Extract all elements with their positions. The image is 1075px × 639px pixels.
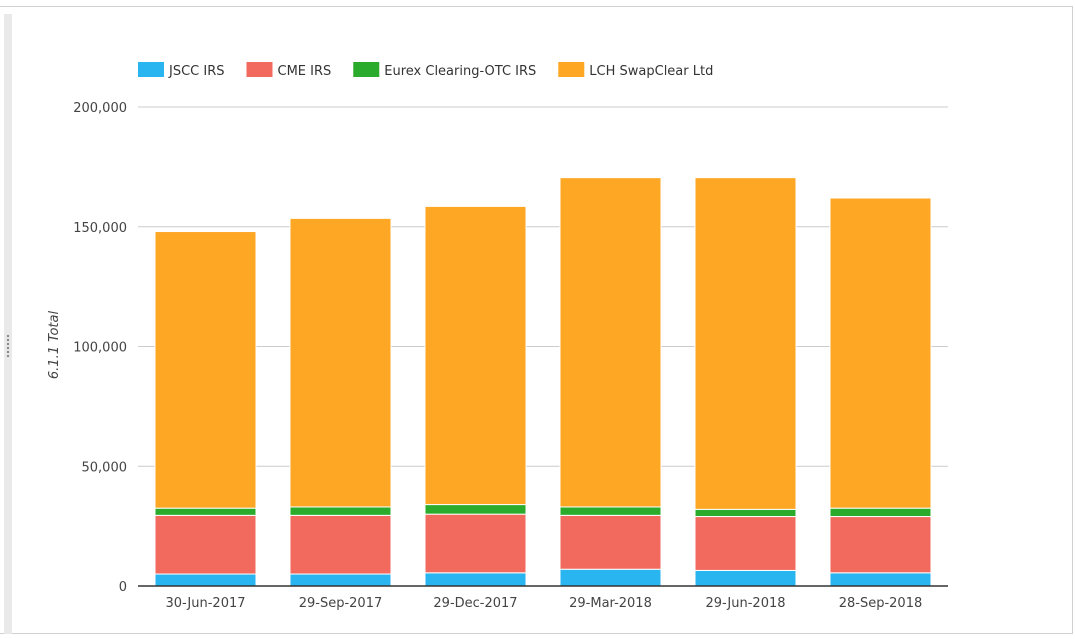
bar-segment[interactable] — [424, 513, 527, 574]
y-tick-label: 150,000 — [73, 221, 127, 236]
bar-segment[interactable] — [694, 508, 797, 518]
bar-segment[interactable] — [559, 514, 662, 570]
x-tick-label: 29-Jun-2018 — [705, 596, 785, 611]
bar-segment[interactable] — [424, 572, 527, 587]
bar-segment[interactable] — [424, 205, 527, 506]
legend-swatch — [138, 62, 164, 77]
legend-swatch — [353, 62, 380, 77]
x-axis: 30-Jun-2017 29-Sep-2017 29-Dec-2017 29-Mar-… — [138, 585, 948, 611]
bars — [154, 177, 932, 587]
legend-label: Eurex Clearing-OTC IRS — [384, 64, 536, 79]
x-tick-label: 30-Jun-2017 — [165, 596, 245, 611]
panel-splitter[interactable] — [4, 14, 12, 634]
legend-label: LCH SwapClear Ltd — [589, 64, 713, 79]
y-axis: 0 50,000 100,000 150,000 200,000 — [73, 101, 127, 595]
bar-segment[interactable] — [829, 197, 932, 509]
legend-swatch — [558, 62, 585, 77]
bar-segment[interactable] — [154, 231, 257, 509]
bar-segment[interactable] — [694, 569, 797, 587]
bar-segment[interactable] — [154, 573, 257, 587]
bar-segment[interactable] — [289, 573, 392, 587]
bar-segment[interactable] — [829, 572, 932, 587]
x-tick-label: 29-Sep-2017 — [299, 596, 383, 611]
y-tick-label: 0 — [119, 580, 127, 595]
legend-item[interactable]: LCH SwapClear Ltd — [558, 62, 713, 79]
gridlines — [138, 106, 948, 467]
bar-segment[interactable] — [559, 568, 662, 587]
legend-label: CME IRS — [278, 64, 332, 79]
legend-item[interactable]: CME IRS — [246, 62, 332, 79]
legend-swatch — [246, 62, 273, 77]
legend-item[interactable]: Eurex Clearing-OTC IRS — [353, 62, 536, 79]
y-tick-label: 200,000 — [73, 101, 127, 116]
bar-segment[interactable] — [694, 516, 797, 571]
x-tick-label: 29-Dec-2017 — [433, 596, 517, 611]
splitter-grip-icon[interactable] — [6, 334, 10, 358]
bar-segment[interactable] — [559, 177, 662, 508]
chart-panel — [0, 6, 1073, 634]
x-tick-label: 29-Mar-2018 — [569, 596, 652, 611]
bar-segment[interactable] — [559, 506, 662, 516]
bar-segment[interactable] — [424, 504, 527, 515]
chart-legend: JSCC IRS CME IRS Eurex Clearing-OTC IRS LCH… — [138, 62, 713, 79]
bar-segment[interactable] — [154, 507, 257, 516]
x-tick-label: 28-Sep-2018 — [839, 596, 923, 611]
bar-segment[interactable] — [154, 514, 257, 575]
bar-segment[interactable] — [289, 506, 392, 516]
bar-segment[interactable] — [694, 177, 797, 510]
bar-segment[interactable] — [289, 217, 392, 508]
bar-segment[interactable] — [829, 507, 932, 518]
y-axis-label: 6.1.1 Total — [47, 311, 62, 380]
y-tick-label: 50,000 — [82, 460, 128, 475]
bar-segment[interactable] — [289, 514, 392, 575]
legend-item[interactable]: JSCC IRS — [138, 62, 225, 79]
bar-segment[interactable] — [829, 516, 932, 574]
y-tick-label: 100,000 — [73, 341, 127, 356]
legend-label: JSCC IRS — [168, 64, 225, 79]
